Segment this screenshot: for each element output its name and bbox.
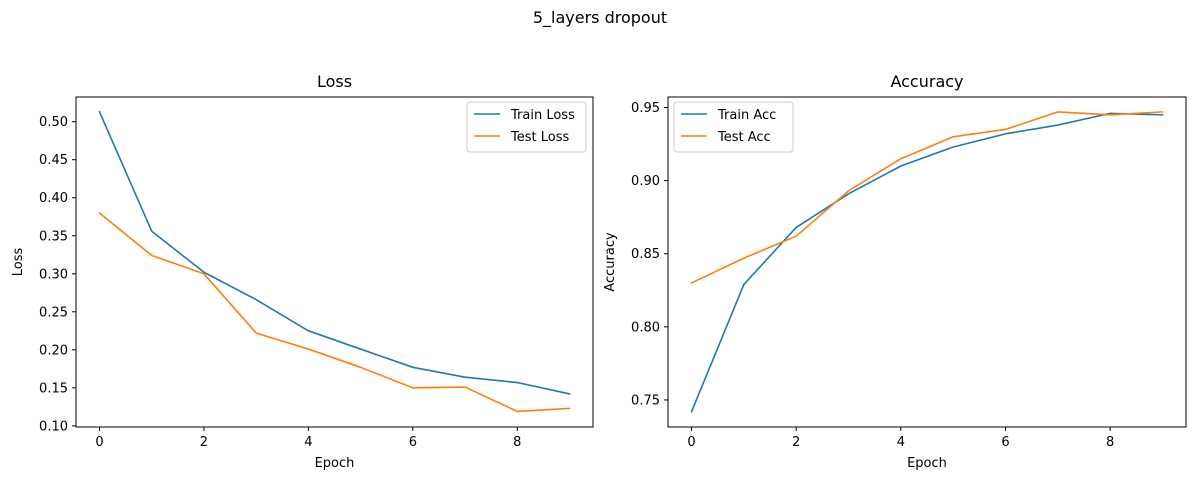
accuracy-chart: Accuracy Epoch Accuracy 0 2 4 6 8 0.75 0.80 0.8…	[603, 72, 1187, 471]
accuracy-ytick-label: 0.95	[631, 101, 660, 116]
loss-ytick-label: 0.15	[39, 381, 68, 396]
loss-ytick-label: 0.35	[39, 229, 68, 244]
loss-xtick-label: 0	[95, 435, 103, 450]
accuracy-series-train-line	[690, 112, 1164, 413]
loss-ytick-label: 0.50	[39, 115, 68, 130]
loss-series-train-line	[98, 110, 571, 395]
accuracy-xtick-label: 6	[1001, 435, 1009, 450]
accuracy-ytick-label: 0.75	[631, 393, 660, 408]
loss-ytick-label: 0.45	[39, 153, 68, 168]
accuracy-plot-frame	[667, 96, 1187, 428]
accuracy-chart-title: Accuracy	[890, 72, 963, 91]
accuracy-ytick-label: 0.90	[631, 174, 660, 189]
accuracy-ytick-label: 0.85	[631, 247, 660, 262]
loss-ytick-label: 0.25	[39, 305, 68, 320]
loss-xtick-label: 2	[200, 435, 208, 450]
loss-legend-label: Test Loss	[510, 130, 569, 145]
loss-chart-title: Loss	[317, 72, 352, 91]
accuracy-ytick-label: 0.80	[631, 320, 660, 335]
loss-ytick-label: 0.20	[39, 343, 68, 358]
loss-ytick-label: 0.40	[39, 191, 68, 206]
accuracy-legend-label: Train Acc	[717, 108, 776, 123]
accuracy-xtick-label: 2	[792, 435, 800, 450]
loss-ytick-label: 0.30	[39, 267, 68, 282]
accuracy-legend-label: Test Acc	[717, 130, 771, 145]
accuracy-xtick-label: 8	[1106, 435, 1114, 450]
accuracy-series-test-line	[690, 111, 1164, 285]
loss-legend: Train Loss Test Loss	[466, 101, 587, 153]
loss-chart: Loss Epoch Loss 0 2 4 6 8 0.10 0.15 0.20 0.25 0.3…	[11, 72, 594, 471]
accuracy-xtick-label: 4	[897, 435, 905, 450]
loss-series-test-line	[98, 211, 571, 413]
loss-legend-label: Train Loss	[510, 108, 575, 123]
accuracy-chart-ylabel: Accuracy	[603, 232, 618, 292]
loss-xtick-label: 6	[409, 435, 417, 450]
loss-chart-ylabel: Loss	[11, 248, 26, 277]
accuracy-legend: Train Acc Test Acc	[673, 101, 794, 153]
loss-plot-frame	[75, 96, 594, 428]
loss-xtick-label: 8	[513, 435, 521, 450]
loss-chart-xlabel: Epoch	[315, 456, 355, 471]
loss-ytick-label: 0.10	[39, 419, 68, 434]
loss-xtick-label: 4	[304, 435, 312, 450]
figure-suptitle: 5_layers dropout	[533, 8, 667, 28]
accuracy-chart-xlabel: Epoch	[907, 456, 947, 471]
accuracy-xtick-label: 0	[687, 435, 695, 450]
